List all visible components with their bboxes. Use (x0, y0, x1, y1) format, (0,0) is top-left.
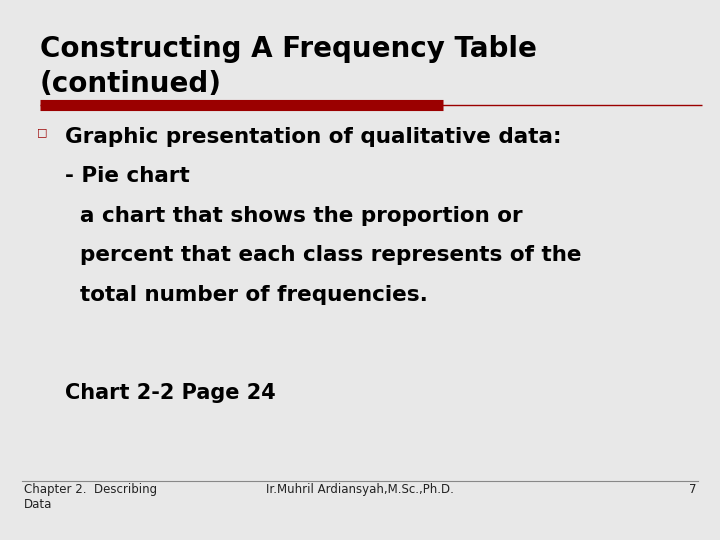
Text: (continued): (continued) (40, 70, 222, 98)
Text: □: □ (37, 127, 48, 137)
Text: total number of frequencies.: total number of frequencies. (65, 285, 428, 305)
Text: percent that each class represents of the: percent that each class represents of th… (65, 245, 581, 265)
Text: a chart that shows the proportion or: a chart that shows the proportion or (65, 206, 523, 226)
Text: 7: 7 (690, 483, 697, 496)
Text: Ir.Muhril Ardiansyah,M.Sc.,Ph.D.: Ir.Muhril Ardiansyah,M.Sc.,Ph.D. (266, 483, 454, 496)
Text: Graphic presentation of qualitative data:: Graphic presentation of qualitative data… (65, 127, 562, 147)
Text: Chart 2-2 Page 24: Chart 2-2 Page 24 (65, 383, 276, 403)
Text: Chapter 2.  Describing
Data: Chapter 2. Describing Data (24, 483, 157, 511)
Text: - Pie chart: - Pie chart (65, 166, 189, 186)
Text: Constructing A Frequency Table: Constructing A Frequency Table (40, 35, 536, 63)
